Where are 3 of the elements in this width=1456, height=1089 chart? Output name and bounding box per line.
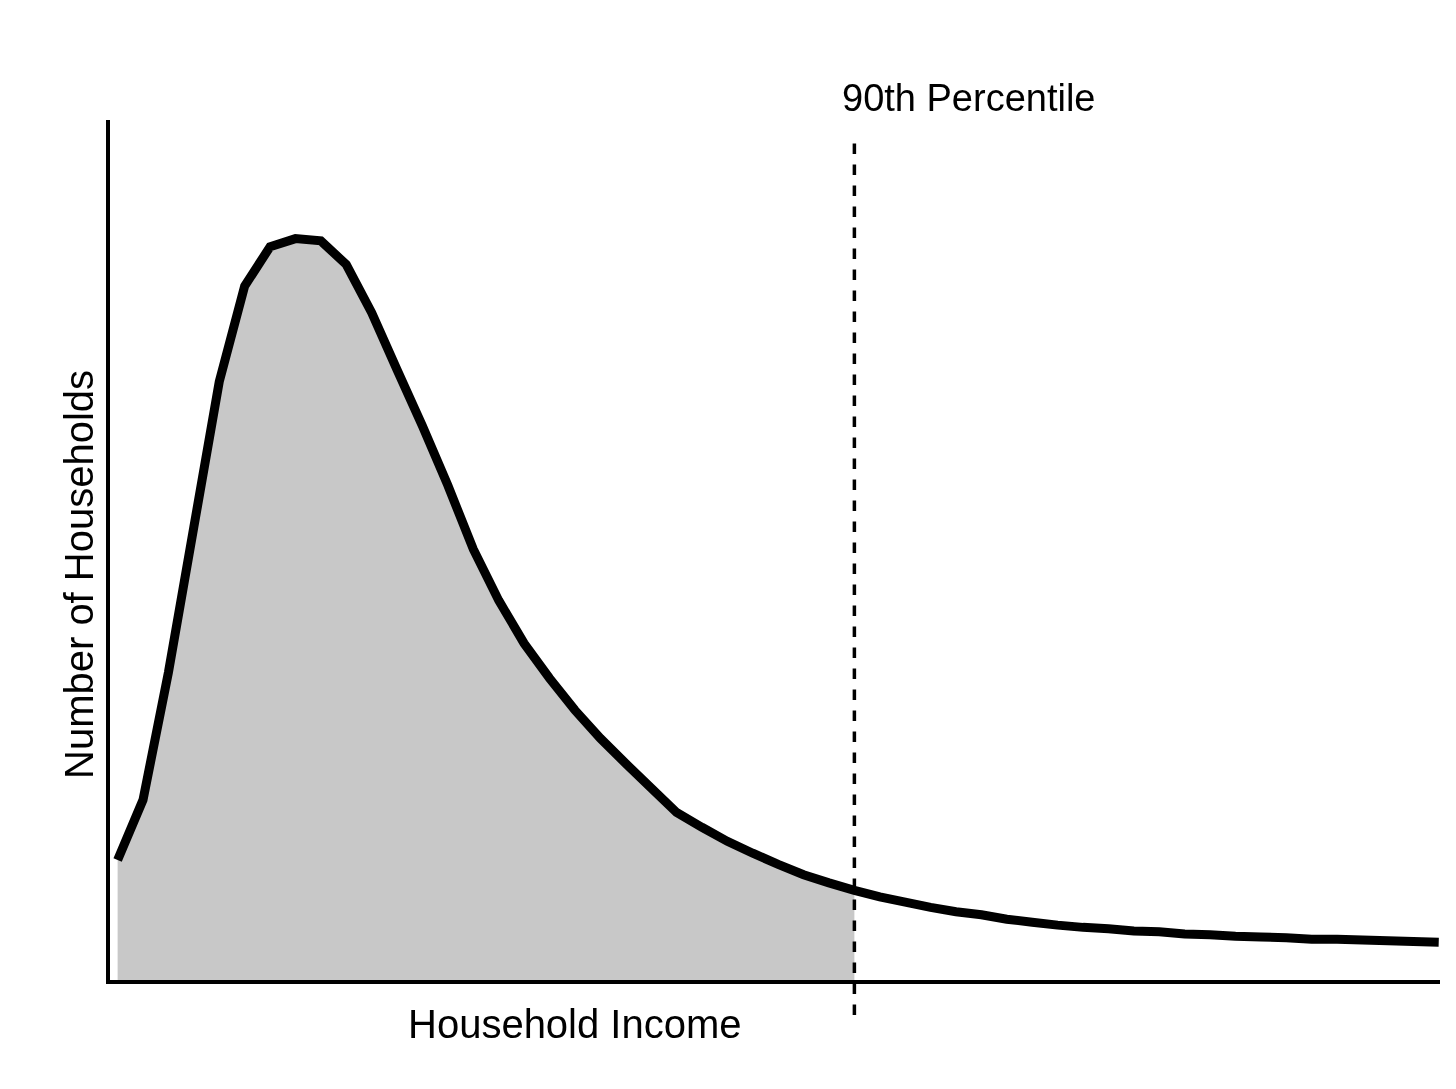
text: 90th Percentile [842,77,1096,119]
y-axis-title: Number of Households [57,369,101,779]
x-axis-title: Household Income [408,1002,742,1046]
